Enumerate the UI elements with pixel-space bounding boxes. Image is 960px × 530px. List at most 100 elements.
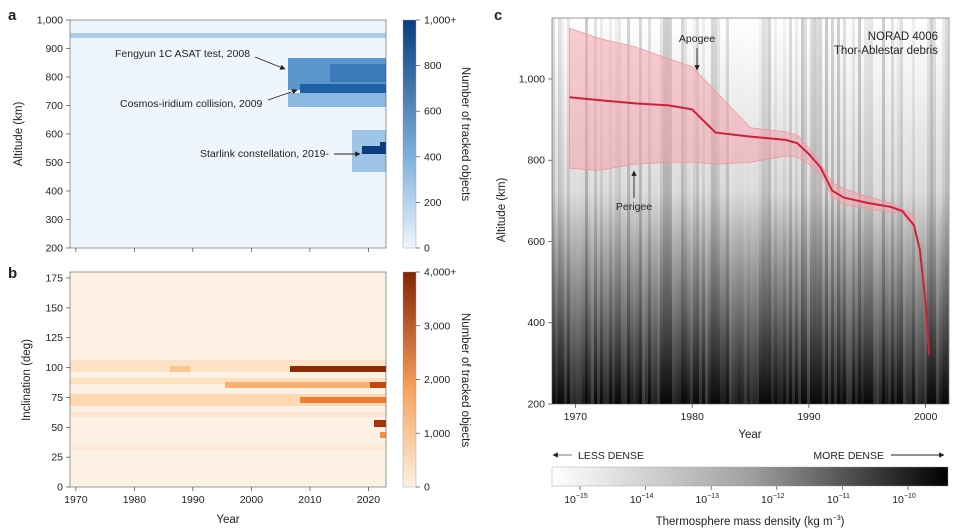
density-stripe bbox=[582, 18, 585, 404]
density-stripe bbox=[864, 18, 867, 404]
density-stripe bbox=[573, 18, 576, 404]
panel-a-heatmap bbox=[69, 19, 387, 249]
density-stripe bbox=[693, 18, 696, 404]
panel-a-x-ticks bbox=[75, 248, 369, 252]
density-stripe bbox=[945, 18, 948, 404]
density-stripe bbox=[729, 18, 732, 404]
panel-b-band-100-dark bbox=[290, 366, 386, 372]
density-stripe bbox=[657, 18, 660, 404]
panel-a-colorbar-tick-label: 400 bbox=[424, 151, 442, 163]
density-stripe bbox=[618, 18, 621, 404]
density-stripe bbox=[603, 18, 606, 404]
density-stripe bbox=[594, 18, 597, 404]
panel-b-colorbar-tick-label: 1,000 bbox=[424, 428, 450, 440]
panel-c-x-tick-label: 1990 bbox=[797, 411, 821, 423]
panel-label-a: a bbox=[8, 7, 17, 24]
density-stripe bbox=[681, 18, 684, 404]
density-stripe bbox=[918, 18, 921, 404]
density-stripe bbox=[621, 18, 624, 404]
density-stripe bbox=[612, 18, 615, 404]
density-stripe bbox=[633, 18, 636, 404]
density-stripe bbox=[834, 18, 837, 404]
annotation-cosmos-iridium: Cosmos-iridium collision, 2009 bbox=[120, 98, 263, 110]
panel-b-y-tick-label: 0 bbox=[57, 482, 63, 494]
panel-a-y-tick-label: 500 bbox=[45, 157, 63, 169]
density-stripe bbox=[624, 18, 627, 404]
panel-b-band-100-mid bbox=[170, 366, 190, 372]
panel-a-iridium-band bbox=[300, 84, 386, 93]
density-stripe bbox=[576, 18, 579, 404]
density-stripe bbox=[645, 18, 648, 404]
density-stripe bbox=[801, 18, 804, 404]
density-stripe bbox=[666, 18, 669, 404]
density-stripe bbox=[732, 18, 735, 404]
panel-b-x-ticks: 1970 1980 1990 2000 2010 2020 bbox=[64, 487, 380, 506]
panel-b-colorbar-tick-label: 4,000+ bbox=[424, 267, 456, 279]
panel-b-y-tick-label: 150 bbox=[45, 302, 63, 314]
density-stripe bbox=[930, 18, 933, 404]
density-stripe bbox=[552, 18, 555, 404]
density-stripe bbox=[558, 18, 561, 404]
density-stripe bbox=[921, 18, 924, 404]
panel-b-band-85-dark bbox=[370, 382, 386, 388]
density-stripe bbox=[660, 18, 663, 404]
panel-b-y-ticks: 0 25 50 75 100 125 150 175 bbox=[45, 272, 70, 494]
density-stripe bbox=[750, 18, 753, 404]
panel-c-plot bbox=[551, 17, 951, 405]
density-stripe bbox=[642, 18, 645, 404]
density-stripe bbox=[675, 18, 678, 404]
density-tick-label: 10−12 bbox=[761, 493, 785, 506]
panel-c-y-tick-label: 800 bbox=[527, 155, 545, 167]
panel-a-y-tick-label: 900 bbox=[45, 43, 63, 55]
density-stripe bbox=[870, 18, 873, 404]
density-stripe bbox=[588, 18, 591, 404]
density-stripe bbox=[564, 18, 567, 404]
density-stripe bbox=[579, 18, 582, 404]
annotation-fengyun-arrow bbox=[254, 56, 286, 70]
panel-b-x-tick-label: 1980 bbox=[123, 494, 147, 506]
panel-b-band-90 bbox=[70, 378, 386, 384]
density-stripe bbox=[654, 18, 657, 404]
panel-a-colorbar bbox=[402, 19, 417, 249]
panel-label-b: b bbox=[8, 265, 17, 282]
panel-b-colorbar-label: Number of tracked objects bbox=[459, 313, 471, 447]
density-stripe bbox=[927, 18, 930, 404]
panel-b-x-tick-label: 2010 bbox=[298, 494, 322, 506]
panel-a-starlink-shell bbox=[362, 146, 386, 154]
density-stripe bbox=[555, 18, 558, 404]
density-stripe bbox=[741, 18, 744, 404]
density-stripe bbox=[819, 18, 822, 404]
density-stripe bbox=[768, 18, 771, 404]
density-stripe bbox=[765, 18, 768, 404]
density-stripe bbox=[627, 18, 630, 404]
panel-c-subtitle: Thor-Ablestar debris bbox=[834, 45, 938, 57]
density-tick-label: 10−11 bbox=[827, 493, 850, 506]
density-stripe bbox=[912, 18, 915, 404]
panel-c-y-tick-label: 1,000 bbox=[519, 73, 545, 85]
density-stripe bbox=[567, 18, 570, 404]
density-stripe bbox=[804, 18, 807, 404]
density-stripe bbox=[636, 18, 639, 404]
panel-c-mean-altitude-line bbox=[569, 96, 931, 356]
density-stripe bbox=[837, 18, 840, 404]
density-stripe bbox=[615, 18, 618, 404]
panel-c-title: NORAD 4006 bbox=[868, 31, 938, 43]
annotation-fengyun: Fengyun 1C ASAT test, 2008 bbox=[115, 48, 250, 60]
panel-a-colorbar-tick-label: 800 bbox=[424, 60, 442, 72]
density-stripe bbox=[792, 18, 795, 404]
density-stripe bbox=[756, 18, 759, 404]
panel-b-y-axis-label: Inclination (deg) bbox=[21, 339, 33, 421]
panel-b-y-tick-label: 125 bbox=[45, 332, 63, 344]
density-stripe bbox=[813, 18, 816, 404]
panel-a-starlink-edge bbox=[380, 142, 386, 154]
density-stripe bbox=[783, 18, 786, 404]
density-stripe bbox=[747, 18, 750, 404]
more-dense-label: MORE DENSE bbox=[813, 450, 884, 462]
density-stripe bbox=[855, 18, 858, 404]
density-stripe bbox=[723, 18, 726, 404]
panel-a-y-tick-label: 800 bbox=[45, 72, 63, 84]
density-stripe bbox=[840, 18, 843, 404]
density-stripe bbox=[708, 18, 711, 404]
density-stripe bbox=[825, 18, 828, 404]
